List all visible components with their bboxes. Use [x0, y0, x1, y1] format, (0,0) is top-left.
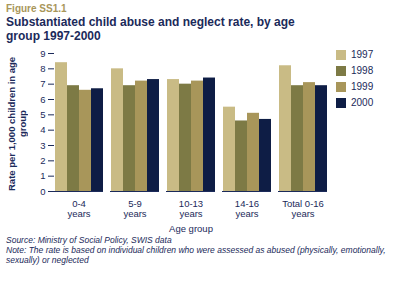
svg-text:8: 8 [40, 63, 45, 74]
html-text:Substantiated child abuse and: Substantiated child abuse and neglect ra… [6, 15, 295, 43]
svg-text:4: 4 [40, 124, 45, 135]
html-text:1999: 1999 [351, 81, 374, 92]
html-text:1997: 1997 [351, 49, 374, 60]
html-text:2000: 2000 [351, 97, 374, 108]
svg-text:Age group: Age group [169, 223, 213, 234]
svg-text:9: 9 [40, 48, 45, 59]
svg-text:14-16years: 14-16years [235, 198, 259, 219]
svg-text:7: 7 [40, 78, 45, 89]
svg-text:5: 5 [40, 109, 45, 120]
svg-text:0-4years: 0-4years [67, 198, 90, 219]
svg-text:5-9years: 5-9years [123, 198, 146, 219]
svg-text:10-13years: 10-13years [179, 198, 203, 219]
html-text:Figure SS1.1: Figure SS1.1 [6, 3, 67, 14]
html-text:1998: 1998 [351, 65, 374, 76]
svg-text:3: 3 [40, 140, 45, 151]
svg-text:2: 2 [40, 155, 45, 166]
svg-text:1: 1 [40, 170, 45, 181]
svg-text:6: 6 [40, 94, 45, 105]
html-text:Source: Ministry of Social Pol: Source: Ministry of Social Policy, SWIS … [6, 235, 172, 245]
svg-text:Total 0-16years: Total 0-16years [282, 198, 324, 219]
svg-text:0: 0 [40, 186, 45, 197]
html-text:Note: The rate is based on ind: Note: The rate is based on individual ch… [6, 245, 386, 265]
html-text:Rate per 1,000 children in age: Rate per 1,000 children in age group [6, 57, 28, 192]
